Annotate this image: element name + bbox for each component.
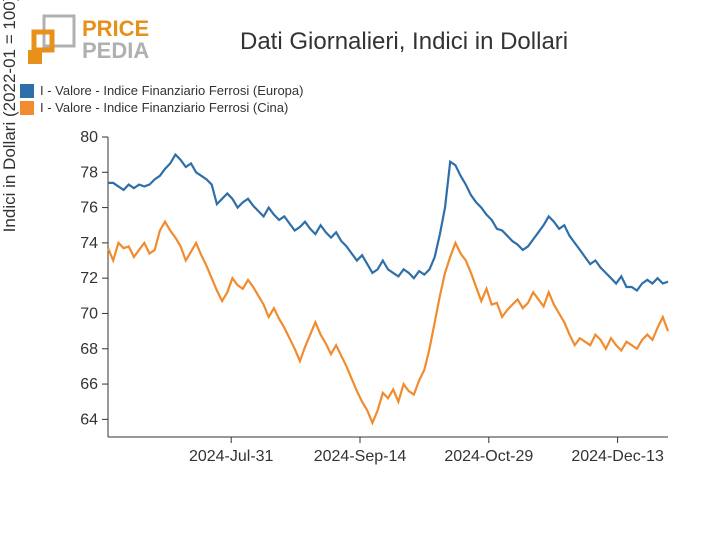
svg-text:80: 80	[80, 129, 98, 146]
pricepedia-logo: PRICE PEDIA	[20, 12, 170, 73]
chart-title: Dati Giornalieri, Indici in Dollari	[240, 28, 568, 56]
svg-text:70: 70	[80, 305, 98, 322]
series-line-europa	[108, 155, 668, 291]
legend-label-cina: I - Valore - Indice Finanziario Ferrosi …	[40, 100, 288, 115]
svg-text:2024-Jul-31: 2024-Jul-31	[189, 448, 274, 465]
legend-label-europa: I - Valore - Indice Finanziario Ferrosi …	[40, 83, 303, 98]
legend-item-cina: I - Valore - Indice Finanziario Ferrosi …	[20, 100, 692, 115]
svg-text:74: 74	[80, 235, 98, 252]
svg-text:72: 72	[80, 270, 98, 287]
legend-swatch-cina	[20, 101, 34, 115]
svg-text:66: 66	[80, 376, 98, 393]
svg-text:76: 76	[80, 200, 98, 217]
svg-text:2024-Oct-29: 2024-Oct-29	[444, 448, 533, 465]
legend: I - Valore - Indice Finanziario Ferrosi …	[20, 83, 692, 115]
y-ticks: 64 66 68 70 72 74 76 78 80	[80, 129, 108, 428]
svg-text:78: 78	[80, 164, 98, 181]
svg-text:2024-Dec-13: 2024-Dec-13	[571, 448, 664, 465]
series-line-cina	[108, 222, 668, 423]
y-axis-label: Indici in Dollari (2022-01 = 100)	[0, 0, 20, 232]
svg-text:64: 64	[80, 411, 98, 428]
chart-container: PRICE PEDIA Dati Giornalieri, Indici in …	[0, 0, 712, 555]
chart-svg: 64 66 68 70 72 74 76 78 80 2024-Jul-31 2024-Sep-1…	[68, 127, 688, 507]
chart-area: Indici in Dollari (2022-01 = 100) 646668…	[20, 127, 692, 507]
header-row: PRICE PEDIA Dati Giornalieri, Indici in …	[20, 12, 692, 73]
svg-text:2024-Sep-14: 2024-Sep-14	[314, 448, 407, 465]
svg-text:68: 68	[80, 341, 98, 358]
legend-swatch-europa	[20, 84, 34, 98]
x-ticks: 2024-Jul-31 2024-Sep-14 2024-Oct-29 2024-De…	[189, 437, 664, 465]
logo-text-bottom: PEDIA	[82, 38, 149, 63]
legend-item-europa: I - Valore - Indice Finanziario Ferrosi …	[20, 83, 692, 98]
